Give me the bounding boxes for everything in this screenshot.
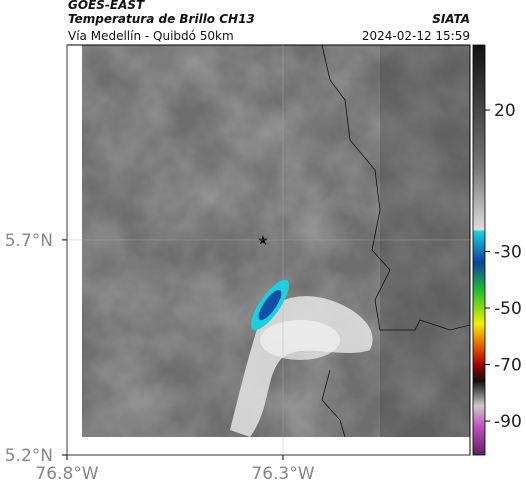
colorbar-tick-label: 20	[494, 101, 516, 121]
satellite-image	[82, 45, 470, 437]
y-tick-label: 5.2°N	[5, 446, 53, 466]
colorbar-tick-label: -70	[494, 356, 522, 376]
colorbar-tick-label: -50	[494, 299, 522, 319]
title: Temperatura de Brillo CH13	[68, 12, 255, 26]
subtitle: Vía Medellín - Quibdó 50km	[68, 29, 234, 43]
x-tick-label: 76.8°W	[35, 464, 98, 484]
city-marker: ★	[257, 234, 269, 249]
colorbar	[472, 44, 486, 456]
x-tick-label: 76.3°W	[251, 464, 314, 484]
colorbar-tick-label: -30	[494, 242, 522, 262]
source: GOES-EAST	[68, 0, 145, 12]
datetime: 2024-02-12 15:59	[362, 29, 470, 43]
colorbar-tick-label: -90	[494, 412, 522, 432]
org: SIATA	[432, 12, 470, 26]
y-tick-label: 5.7°N	[5, 231, 53, 251]
